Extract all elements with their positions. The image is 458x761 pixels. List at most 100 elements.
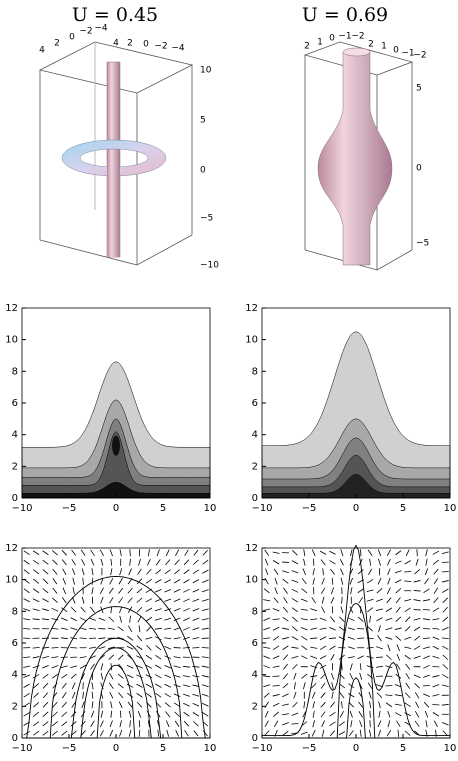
vector-arrow	[404, 712, 411, 717]
vector-arrow	[166, 729, 170, 737]
vector-arrow	[175, 729, 179, 737]
vector-arrow	[42, 550, 49, 556]
x-tick-label: 0	[113, 503, 119, 514]
vector-arrow	[173, 579, 181, 584]
vector-arrow	[202, 730, 208, 737]
vector-arrow	[90, 710, 95, 718]
vector-arrow	[119, 568, 123, 576]
vector-arrow	[349, 663, 353, 671]
vector-arrow	[110, 663, 112, 671]
vector-arrow	[329, 721, 336, 727]
vector-arrow	[126, 674, 134, 679]
vector-arrow	[51, 665, 59, 669]
vector-arrow	[117, 654, 124, 660]
y-tick-label: 8	[12, 366, 18, 377]
vector-arrow	[23, 656, 31, 659]
vector-arrow	[385, 702, 393, 708]
vector-arrow	[70, 673, 77, 679]
vector-arrow	[165, 549, 170, 557]
vector-arrow	[23, 618, 31, 621]
vector-arrow	[42, 559, 49, 565]
vector-arrow	[281, 703, 290, 706]
vector-arrow	[164, 579, 171, 584]
y-tick-label: 0	[252, 733, 258, 744]
vector-arrow	[321, 596, 325, 604]
vector-arrow	[173, 702, 181, 707]
vector-arrow	[127, 597, 133, 604]
vector-arrow	[423, 655, 430, 660]
x-tick-label: −10	[11, 743, 32, 754]
vector-arrow	[282, 673, 289, 680]
vector-arrow	[146, 625, 152, 632]
contour-band	[261, 331, 451, 499]
vector-arrow	[23, 569, 30, 575]
vector-arrow	[202, 711, 209, 717]
vector-arrow	[192, 617, 200, 621]
y-tick-label: 6	[12, 398, 18, 409]
vector-arrow	[377, 549, 382, 557]
vector-arrow	[368, 691, 372, 699]
vector-arrow	[404, 702, 411, 708]
vector-arrow	[91, 691, 94, 699]
top-tick-label: −2	[154, 42, 167, 52]
x-tick-label: 0	[113, 743, 119, 754]
vector-arrow	[433, 568, 439, 575]
vector-arrow	[201, 627, 209, 630]
vector-arrow	[404, 571, 412, 573]
vector-arrow	[193, 730, 199, 737]
vector-arrow	[119, 729, 123, 737]
vector-arrow	[98, 637, 106, 640]
vector-arrow	[118, 692, 124, 699]
vector-arrow	[360, 549, 362, 557]
vector-arrow	[282, 730, 289, 736]
vector-arrow	[42, 656, 49, 659]
x-tick-label: 5	[400, 743, 406, 754]
vector-arrow	[126, 683, 134, 688]
vector-arrow	[414, 635, 421, 641]
vector-arrow	[174, 711, 180, 717]
top-tick-label: −1	[401, 49, 414, 59]
vector-arrow	[136, 664, 143, 669]
vector-arrow	[348, 730, 354, 737]
vector-arrow	[272, 645, 280, 651]
vector-arrow	[119, 720, 122, 728]
vector-arrow	[264, 720, 269, 728]
x-tick-label: −10	[251, 743, 272, 754]
x-tick-label: 0	[353, 503, 359, 514]
vector-arrow	[397, 729, 399, 737]
vector-arrow	[310, 637, 318, 639]
vector-arrow	[359, 729, 362, 737]
vector-arrow	[405, 663, 411, 670]
vector-arrow	[300, 608, 308, 611]
vector-arrow	[263, 617, 271, 621]
vector-arrow	[201, 693, 209, 697]
vector-arrow	[367, 607, 374, 613]
vector-arrow	[51, 673, 58, 679]
vector-arrow	[432, 559, 439, 565]
y-tick-label: 4	[12, 430, 18, 441]
vector-arrow	[164, 664, 172, 669]
vector-arrow	[396, 644, 400, 652]
vector-arrow	[100, 596, 104, 604]
vector-arrow	[164, 627, 172, 630]
vector-arrow	[422, 637, 431, 640]
vector-arrow	[303, 558, 306, 566]
vector-arrow	[79, 627, 87, 630]
vector-arrow	[23, 712, 30, 717]
y-tick-label: 12	[5, 543, 18, 554]
vector-arrow	[145, 598, 153, 603]
vector-arrow	[322, 568, 324, 576]
vector-arrow	[331, 577, 334, 585]
vector-arrow	[60, 665, 68, 669]
vector-arrow	[192, 588, 200, 593]
vector-arrow	[366, 589, 374, 593]
vector-arrow	[415, 711, 420, 718]
side-tick-label: 0	[416, 164, 422, 174]
vector-arrow	[117, 673, 124, 679]
vector-arrow	[108, 587, 114, 594]
top-tick-label: 2	[304, 42, 310, 52]
vector-arrow	[329, 645, 336, 650]
vector-arrow	[319, 655, 327, 660]
vector-arrow	[300, 598, 308, 602]
vector-arrow	[192, 627, 200, 631]
